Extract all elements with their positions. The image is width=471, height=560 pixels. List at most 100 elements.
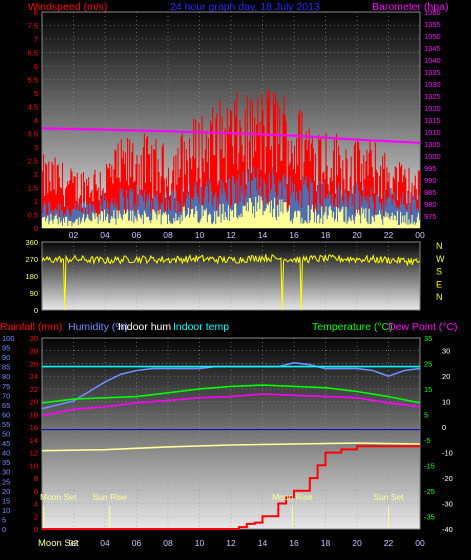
wind-x-tick-label: 16	[289, 230, 299, 240]
temperature-y-tick-label: -10	[442, 449, 453, 458]
axis-labels: 0 0.5 1 1.5 2 2.5 3 3.5 4 4.5 5 5.5 6 6.5 7 7.5 8 975 980 9…	[2, 8, 453, 548]
humidity-y-tick-label: 55	[2, 420, 10, 429]
legend-indoor-hum: Indoor hum	[118, 321, 171, 333]
wind-y-tick-label: 6	[34, 62, 38, 71]
climate-x-tick-label: 00	[415, 538, 425, 548]
rainfall-y-tick-label: 20	[30, 398, 38, 407]
wind-y-tick-label: 7	[34, 35, 38, 44]
wind-speed-series	[41, 195, 421, 228]
wind-x-tick-label: 06	[132, 230, 142, 240]
rainfall-y-tick-label: 14	[30, 436, 38, 445]
climate-series: Moon Set Sun Rise Moon Rise Sun Set	[40, 361, 421, 530]
barometer-y-tick-label: 980	[424, 200, 437, 209]
humidity-y-tick-label: 15	[2, 496, 10, 505]
temperature-y-tick-label: -30	[442, 500, 453, 509]
barometer-y-tick-label: 1035	[424, 68, 441, 77]
temperature-y-tick-label: -40	[442, 525, 453, 534]
wind-y-tick-label: 3	[34, 143, 38, 152]
humidity-y-tick-label: 80	[2, 372, 10, 381]
barometer-line	[41, 127, 421, 144]
wind-x-tick-label: 00	[415, 230, 425, 240]
direction-y-tick-label: 0	[34, 306, 38, 315]
barometer-y-tick-label: 1020	[424, 104, 441, 113]
wind-y-tick-label: 2	[34, 170, 38, 179]
dew-point-line	[41, 393, 421, 417]
wind-y-tick-label: 0	[34, 224, 38, 233]
legend-humidity: Humidity (%)	[68, 321, 128, 333]
direction-y-tick-label: 90	[30, 289, 38, 298]
climate-x-tick-label: 16	[289, 538, 299, 548]
humidity-y-tick-label: 65	[2, 401, 10, 410]
wind-x-tick-label: 04	[100, 230, 110, 240]
legend-indoor-temp: Indoor temp	[173, 321, 229, 333]
barometer-y-tick-label: 1015	[424, 116, 441, 125]
barometer-y-tick-label: 1000	[424, 152, 441, 161]
temperature-y-tick-label: -15	[424, 461, 435, 470]
barometer-y-tick-label: 975	[424, 212, 437, 221]
direction-y-tick-label: 270	[25, 255, 38, 264]
wind-y-tick-label: 1	[34, 197, 38, 206]
rainfall-y-tick-label: 2	[34, 512, 38, 521]
barometer-y-tick-label: 1025	[424, 92, 441, 101]
temperature-y-tick-label: 0	[442, 423, 446, 432]
legend-rainfall: Rainfall (mm)	[0, 321, 62, 333]
rainfall-y-tick-label: 24	[30, 372, 38, 381]
wind-y-tick-label: 5.5	[28, 76, 38, 85]
event-label: Sun Set	[373, 492, 404, 502]
temperature-line	[41, 384, 421, 404]
barometer-y-tick-label: 1055	[424, 20, 441, 29]
humidity-y-tick-label: 70	[2, 391, 10, 400]
temperature-y-tick-label: 15	[424, 385, 432, 394]
temperature-y-tick-label: -35	[424, 512, 435, 521]
barometer-y-tick-label: 1050	[424, 32, 441, 41]
wind-x-tick-label: 10	[195, 230, 205, 240]
climate-x-tick-label: 06	[132, 538, 142, 548]
barometer-y-tick-label: 1040	[424, 56, 441, 65]
compass-label: S	[436, 267, 442, 277]
wind-x-tick-label: 22	[384, 230, 394, 240]
rainfall-y-tick-label: 28	[30, 347, 38, 356]
humidity-y-tick-label: 45	[2, 439, 10, 448]
indoor-hum-line	[41, 442, 421, 452]
humidity-y-tick-label: 50	[2, 430, 10, 439]
humidity-y-tick-label: 40	[2, 449, 10, 458]
rainfall-y-tick-label: 8	[34, 474, 38, 483]
climate-x-tick-label: 02	[69, 538, 79, 548]
wind-y-tick-label: 2.5	[28, 157, 38, 166]
rainfall-y-tick-label: 0	[34, 525, 38, 534]
wind-x-tick-label: 14	[258, 230, 268, 240]
wind-x-tick-label: 12	[226, 230, 236, 240]
rainfall-y-tick-label: 16	[30, 423, 38, 432]
rainfall-y-tick-label: 30	[30, 334, 38, 343]
wind-y-tick-label: 1.5	[28, 184, 38, 193]
climate-x-tick-label: 04	[100, 538, 110, 548]
compass-label: N	[436, 241, 443, 251]
compass-label: E	[436, 279, 442, 289]
rainfall-line	[42, 445, 420, 530]
event-label: Sun Rise	[92, 492, 127, 502]
humidity-y-tick-label: 85	[2, 363, 10, 372]
humidity-y-tick-label: 25	[2, 477, 10, 486]
humidity-y-tick-label: 0	[2, 525, 6, 534]
direction-series	[41, 253, 421, 311]
wind-y-tick-label: 4.5	[28, 103, 38, 112]
rainfall-y-tick-label: 18	[30, 410, 38, 419]
climate-x-tick-label: 14	[258, 538, 268, 548]
humidity-y-tick-label: 95	[2, 344, 10, 353]
compass-label: N	[436, 292, 443, 302]
climate-x-tick-label: 18	[321, 538, 331, 548]
temperature-y-tick-label: 35	[424, 334, 432, 343]
temperature-y-tick-label: 10	[442, 398, 450, 407]
event-label: Moon Set	[40, 492, 77, 502]
barometer-y-tick-label: 1045	[424, 44, 441, 53]
humidity-y-tick-label: 20	[2, 487, 10, 496]
climate-x-tick-label: 22	[384, 538, 394, 548]
humidity-y-tick-label: 100	[2, 334, 15, 343]
barometer-y-tick-label: 1030	[424, 80, 441, 89]
barometer-y-tick-label: 1005	[424, 140, 441, 149]
barometer-y-tick-label: 1060	[424, 8, 441, 17]
climate-x-tick-label: 12	[226, 538, 236, 548]
climate-panel	[41, 337, 421, 530]
temperature-y-tick-label: -20	[442, 474, 453, 483]
